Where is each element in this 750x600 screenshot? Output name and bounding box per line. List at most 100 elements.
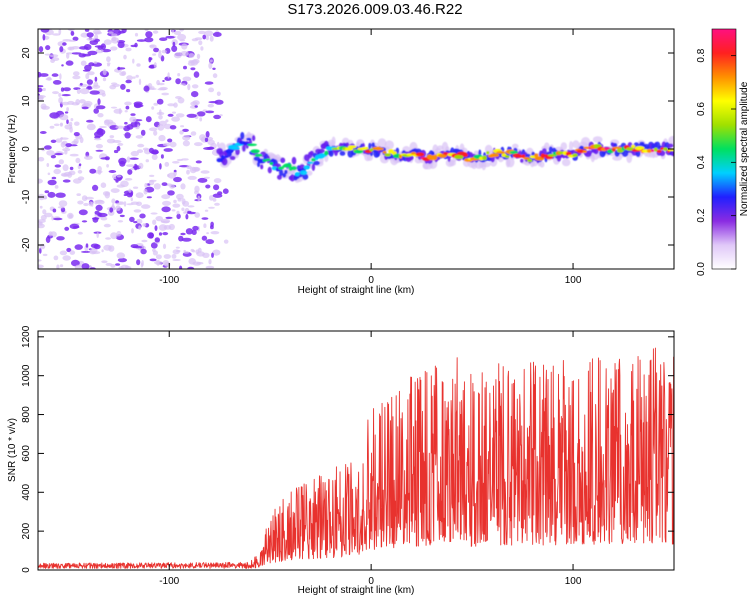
- noise-speckle: [57, 206, 65, 209]
- noise-speckle: [76, 88, 81, 94]
- noise-speckle: [208, 87, 215, 93]
- noise-speckle: [101, 249, 104, 253]
- noise-speckle: [209, 195, 214, 201]
- noise-speckle: [124, 132, 131, 139]
- noise-speckle: [79, 88, 90, 95]
- noise-speckle: [51, 73, 59, 77]
- noise-speckle: [222, 188, 229, 194]
- noise-speckle: [180, 83, 187, 86]
- noise-speckle: [203, 176, 210, 179]
- noise-speckle: [143, 85, 150, 92]
- noise-speckle: [123, 194, 128, 196]
- noise-speckle: [159, 109, 162, 115]
- track-core: [269, 162, 274, 165]
- noise-speckle: [190, 131, 197, 136]
- noise-speckle: [169, 184, 176, 189]
- track-core: [521, 154, 526, 158]
- noise-speckle: [62, 42, 67, 46]
- noise-speckle: [80, 60, 87, 66]
- noise-speckle: [207, 146, 215, 150]
- noise-speckle: [153, 183, 161, 190]
- noise-speckle: [153, 102, 159, 106]
- noise-speckle: [129, 116, 137, 123]
- noise-speckle: [176, 193, 184, 200]
- noise-speckle: [77, 169, 83, 174]
- noise-speckle: [81, 195, 88, 202]
- noise-speckle: [135, 74, 139, 78]
- noise-speckle: [86, 119, 94, 123]
- noise-speckle: [148, 127, 158, 132]
- noise-speckle: [163, 148, 173, 152]
- track-core: [224, 155, 229, 159]
- noise-speckle: [175, 78, 181, 85]
- noise-speckle: [69, 166, 74, 171]
- track-core: [572, 153, 578, 157]
- track-halo: [561, 158, 571, 167]
- noise-speckle: [74, 264, 82, 269]
- noise-speckle: [52, 33, 61, 36]
- noise-speckle: [119, 160, 126, 167]
- noise-speckle: [125, 178, 133, 181]
- noise-speckle: [110, 232, 118, 240]
- noise-speckle: [173, 102, 178, 108]
- noise-speckle: [55, 138, 63, 143]
- noise-speckle: [187, 175, 197, 180]
- noise-speckle: [147, 232, 154, 239]
- noise-speckle: [89, 168, 97, 174]
- noise-speckle: [49, 54, 59, 58]
- noise-speckle: [38, 223, 45, 229]
- noise-speckle: [84, 29, 90, 32]
- noise-speckle: [171, 29, 175, 34]
- track-core: [354, 149, 364, 154]
- noise-speckle: [83, 44, 92, 51]
- track-body: [667, 143, 674, 148]
- noise-speckle: [99, 126, 107, 128]
- noise-speckle: [167, 72, 170, 79]
- noise-speckle: [38, 264, 44, 269]
- track-core: [347, 145, 357, 149]
- noise-speckle: [89, 90, 100, 95]
- noise-speckle: [190, 101, 198, 106]
- noise-speckle: [186, 113, 197, 118]
- noise-speckle: [173, 176, 182, 183]
- noise-speckle: [158, 134, 166, 142]
- noise-speckle: [125, 79, 132, 84]
- noise-speckle: [152, 53, 157, 56]
- noise-speckle: [161, 206, 171, 213]
- noise-speckle: [205, 184, 211, 189]
- noise-speckle: [41, 105, 50, 110]
- noise-speckle: [54, 153, 63, 156]
- track-halo: [560, 142, 568, 151]
- noise-speckle: [66, 107, 69, 112]
- track-core: [482, 155, 487, 161]
- noise-speckle: [62, 179, 71, 183]
- noise-speckle: [151, 149, 159, 155]
- spectrogram-x-tick-label: 0: [368, 275, 374, 286]
- noise-speckle: [197, 177, 208, 183]
- noise-speckle: [135, 135, 143, 139]
- spectrogram-x-axis-label: Height of straight line (km): [298, 285, 415, 296]
- noise-speckle: [84, 196, 94, 200]
- noise-speckle: [119, 71, 126, 76]
- noise-speckle: [209, 59, 213, 63]
- noise-speckle: [87, 71, 95, 76]
- noise-speckle: [190, 248, 195, 252]
- noise-speckle: [69, 223, 80, 230]
- noise-speckle: [125, 266, 132, 269]
- noise-speckle: [204, 81, 214, 85]
- noise-speckle: [136, 63, 141, 67]
- noise-speckle: [186, 169, 190, 175]
- noise-speckle: [139, 213, 146, 219]
- noise-speckle: [149, 258, 157, 262]
- noise-speckle: [206, 232, 210, 235]
- track-core: [653, 147, 658, 152]
- noise-speckle: [64, 226, 70, 231]
- track-core: [663, 147, 668, 152]
- noise-speckle: [52, 208, 57, 213]
- noise-speckle: [49, 112, 60, 119]
- noise-speckle: [77, 231, 83, 235]
- noise-speckle: [141, 204, 151, 209]
- noise-speckle: [214, 99, 224, 105]
- colorbar-tick-label: 0.4: [696, 155, 707, 169]
- track-core: [647, 148, 652, 153]
